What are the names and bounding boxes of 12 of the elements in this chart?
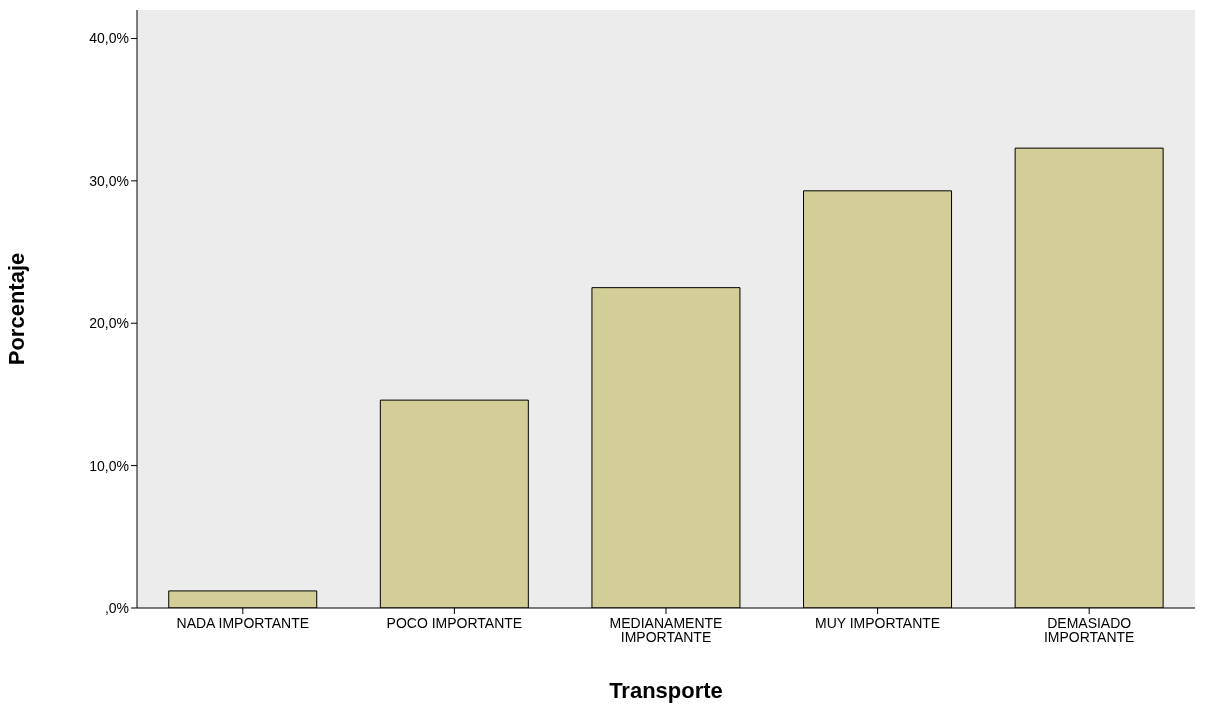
y-tick-label: ,0% xyxy=(104,599,129,616)
y-tick-label: 40,0% xyxy=(89,30,129,47)
x-tick-label: MEDIANAMENTE IMPORTANTE xyxy=(609,615,723,645)
y-tick-label: 30,0% xyxy=(89,172,129,189)
x-tick-label: NADA IMPORTANTE xyxy=(176,615,310,631)
x-tick-label: DEMASIADO IMPORTANTE xyxy=(1043,615,1135,645)
x-tick-label: POCO IMPORTANTE xyxy=(386,615,523,631)
x-axis-title: Transporte xyxy=(609,678,723,703)
y-axis-title: Porcentaje xyxy=(3,252,29,366)
y-tick-label: 20,0% xyxy=(89,315,129,332)
y-tick-label: 10,0% xyxy=(89,457,129,474)
x-tick-label: MUY IMPORTANTE xyxy=(814,615,941,631)
